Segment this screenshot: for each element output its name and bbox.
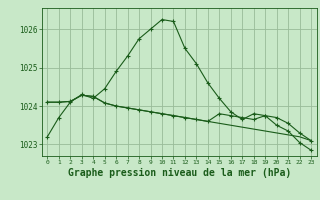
X-axis label: Graphe pression niveau de la mer (hPa): Graphe pression niveau de la mer (hPa) — [68, 168, 291, 178]
